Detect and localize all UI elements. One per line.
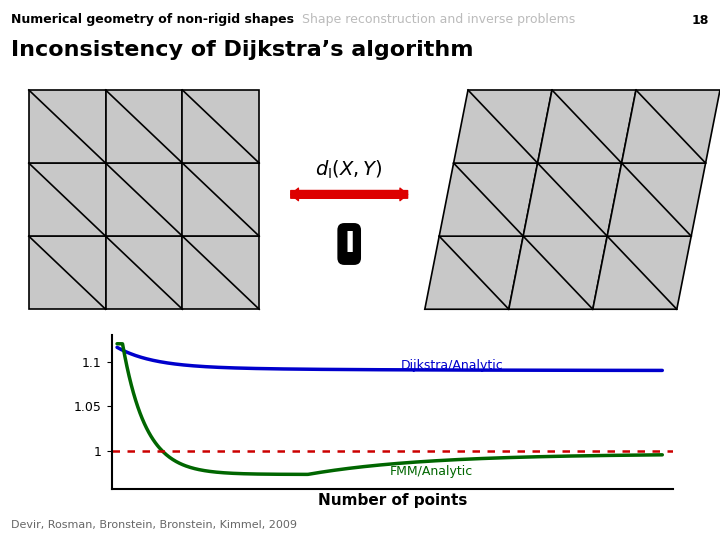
Polygon shape xyxy=(106,163,182,236)
Text: Inconsistency of Dijkstra’s algorithm: Inconsistency of Dijkstra’s algorithm xyxy=(11,40,473,60)
Polygon shape xyxy=(29,90,106,163)
Polygon shape xyxy=(621,90,720,163)
Text: FMM/Analytic: FMM/Analytic xyxy=(390,464,473,477)
Polygon shape xyxy=(593,236,691,309)
Polygon shape xyxy=(29,236,106,309)
Polygon shape xyxy=(439,163,538,236)
Polygon shape xyxy=(607,163,706,236)
Text: Numerical geometry of non-rigid shapes: Numerical geometry of non-rigid shapes xyxy=(11,14,294,26)
Polygon shape xyxy=(425,236,523,309)
Text: 18: 18 xyxy=(692,14,709,26)
Polygon shape xyxy=(182,90,259,163)
Polygon shape xyxy=(454,90,552,163)
Text: Devir, Rosman, Bronstein, Bronstein, Kimmel, 2009: Devir, Rosman, Bronstein, Bronstein, Kim… xyxy=(11,520,297,530)
Polygon shape xyxy=(106,90,182,163)
Polygon shape xyxy=(509,236,607,309)
Polygon shape xyxy=(182,163,259,236)
Text: $d_{\rm I}(X,Y)$: $d_{\rm I}(X,Y)$ xyxy=(315,159,383,181)
Polygon shape xyxy=(182,236,259,309)
Polygon shape xyxy=(106,236,182,309)
Text: Shape reconstruction and inverse problems: Shape reconstruction and inverse problem… xyxy=(302,14,576,26)
Text: $\mathbf{I}$: $\mathbf{I}$ xyxy=(344,230,354,258)
X-axis label: Number of points: Number of points xyxy=(318,493,467,508)
Text: Dijkstra/Analytic: Dijkstra/Analytic xyxy=(400,359,503,372)
Polygon shape xyxy=(29,163,106,236)
Polygon shape xyxy=(538,90,636,163)
Polygon shape xyxy=(523,163,621,236)
